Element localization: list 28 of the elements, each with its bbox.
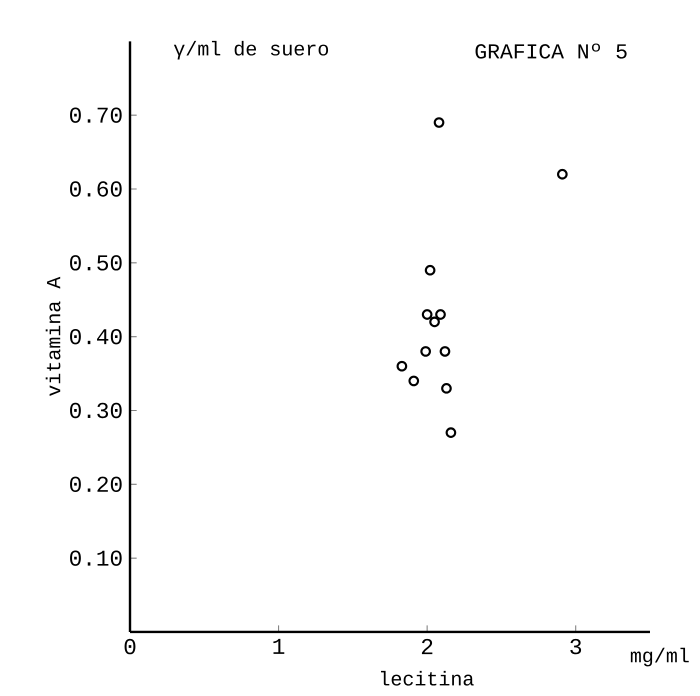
y-axis-title: vitamina A — [46, 276, 60, 396]
point — [424, 264, 436, 276]
x-tick-label: 1 — [273, 638, 284, 654]
point — [440, 346, 450, 357]
point — [422, 309, 432, 320]
y-tick-label: 0.40 — [70, 328, 122, 344]
y-tick-label: 0.70 — [70, 107, 122, 123]
x-tick-label: 3 — [570, 638, 582, 654]
x-tick-label: 0 — [124, 638, 136, 654]
chart-title: GRAFICA Nº 5 — [476, 43, 627, 59]
y-tick-label: 0.50 — [70, 255, 122, 271]
y-tick-label: 0.20 — [70, 476, 122, 492]
y-tick-label: 0.30 — [70, 402, 122, 418]
point — [446, 427, 456, 438]
point — [441, 383, 452, 394]
point — [557, 168, 568, 180]
point — [396, 360, 408, 372]
point — [434, 117, 444, 128]
point — [408, 376, 420, 386]
point — [429, 316, 440, 328]
point — [420, 346, 431, 357]
text: mg/ml — [630, 648, 689, 666]
y-tick-label: 0.60 — [70, 181, 122, 197]
y-tick-label: 0.10 — [70, 550, 122, 566]
point — [435, 309, 446, 320]
annotation: γ/ml de suero — [174, 40, 328, 60]
x-axis-title: lecitina — [381, 670, 474, 686]
x-tick-label: 2 — [422, 638, 432, 654]
